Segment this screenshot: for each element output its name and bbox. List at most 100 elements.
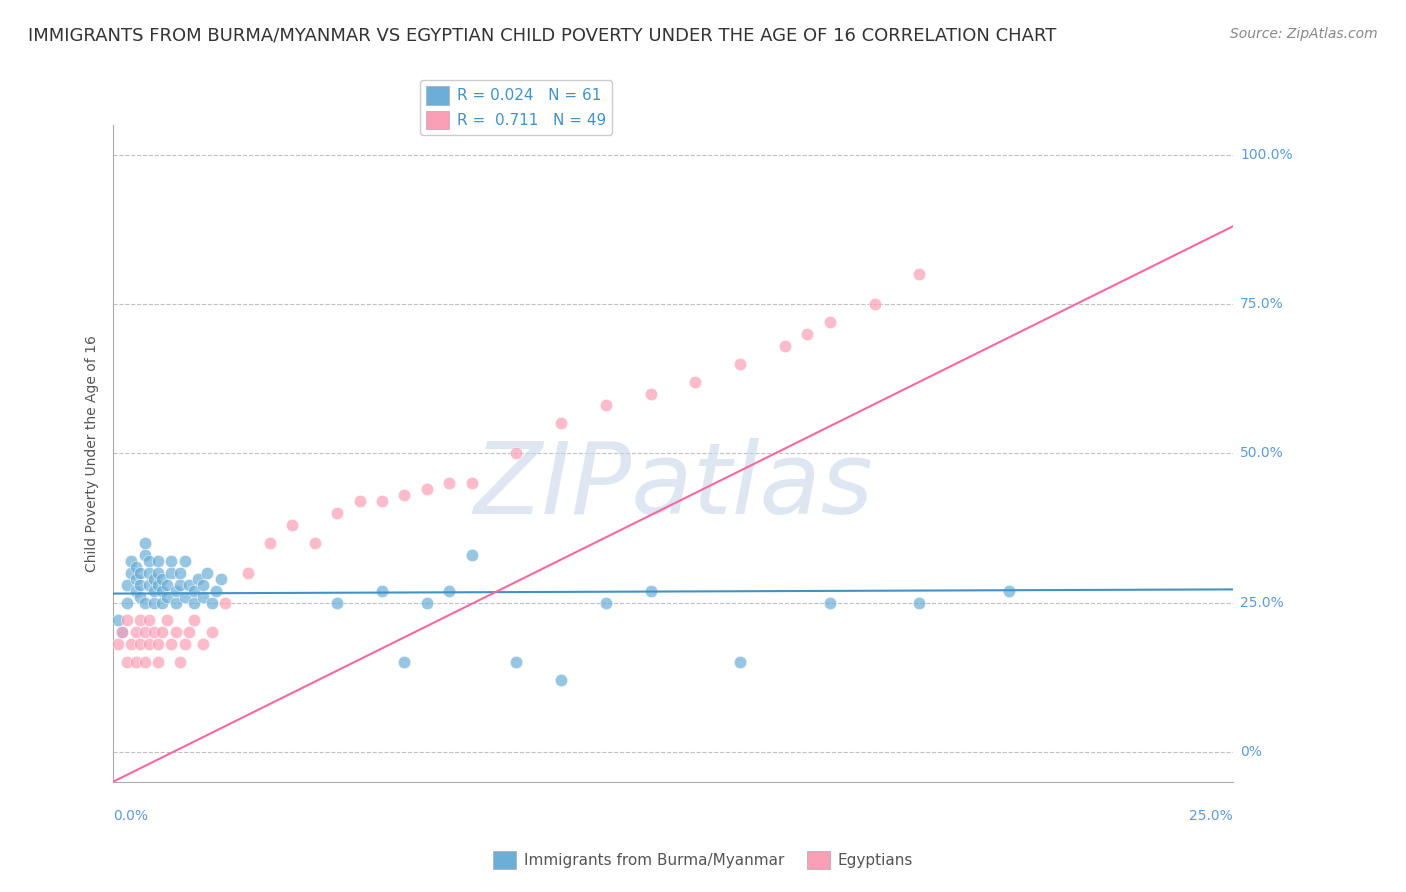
Point [115,614,138,628]
Point [169,566,191,580]
Point [160,637,183,651]
Point [460,476,482,491]
Point [179,625,201,640]
Text: 75.0%: 75.0% [1240,297,1284,311]
Point [214,595,236,609]
Text: 25.0%: 25.0% [1240,596,1284,609]
Point [146,577,169,591]
Point [134,548,156,562]
Point [595,399,617,413]
Point [595,595,617,609]
Y-axis label: Child Poverty Under the Age of 16: Child Poverty Under the Age of 16 [86,334,100,572]
Point [115,577,138,591]
Point [152,583,174,598]
Point [416,595,439,609]
Point [124,583,146,598]
Point [394,488,416,502]
Point [908,595,931,609]
Point [111,625,134,640]
Point [640,386,662,401]
Point [205,583,228,598]
Point [773,339,796,353]
Point [129,590,152,604]
Text: Source: ZipAtlas.com: Source: ZipAtlas.com [1230,27,1378,41]
Point [146,637,169,651]
Legend: R = 0.024   N = 61, R =  0.711   N = 49: R = 0.024 N = 61, R = 0.711 N = 49 [420,79,613,136]
Point [191,577,214,591]
Point [120,554,142,568]
Point [281,517,304,532]
Point [416,482,439,496]
Point [169,577,191,591]
Point [863,297,886,311]
Point [685,375,707,389]
Point [394,655,416,669]
Point [191,637,214,651]
Point [998,583,1021,598]
Point [115,595,138,609]
Point [195,566,218,580]
Point [138,554,160,568]
Point [124,625,146,640]
Point [640,583,662,598]
Point [183,614,205,628]
Point [134,625,156,640]
Point [129,566,152,580]
Point [187,572,209,586]
Point [179,577,201,591]
Point [730,655,752,669]
Text: 0.0%: 0.0% [114,809,148,823]
Point [156,577,179,591]
Point [236,566,259,580]
Point [134,595,156,609]
Legend: Immigrants from Burma/Myanmar, Egyptians: Immigrants from Burma/Myanmar, Egyptians [486,845,920,875]
Point [371,583,394,598]
Point [142,583,165,598]
Point [138,637,160,651]
Point [142,572,165,586]
Point [152,625,174,640]
Text: ZIPatlas: ZIPatlas [474,438,873,534]
Point [129,637,152,651]
Point [138,577,160,591]
Point [730,357,752,371]
Point [152,595,174,609]
Point [550,673,572,688]
Point [818,595,841,609]
Point [201,625,224,640]
Point [138,566,160,580]
Point [349,494,371,508]
Point [165,625,187,640]
Point [201,595,224,609]
Point [142,625,165,640]
Text: 100.0%: 100.0% [1240,147,1292,161]
Text: 25.0%: 25.0% [1189,809,1233,823]
Point [209,572,232,586]
Point [796,326,818,341]
Point [191,590,214,604]
Point [165,595,187,609]
Point [173,554,195,568]
Point [115,655,138,669]
Point [160,554,183,568]
Point [124,572,146,586]
Point [129,577,152,591]
Point [505,655,527,669]
Point [173,637,195,651]
Point [371,494,394,508]
Point [111,625,134,640]
Text: 50.0%: 50.0% [1240,446,1284,460]
Point [138,614,160,628]
Point [550,417,572,431]
Point [304,536,326,550]
Point [120,637,142,651]
Point [169,655,191,669]
Point [460,548,482,562]
Point [107,637,129,651]
Text: IMMIGRANTS FROM BURMA/MYANMAR VS EGYPTIAN CHILD POVERTY UNDER THE AGE OF 16 CORR: IMMIGRANTS FROM BURMA/MYANMAR VS EGYPTIA… [28,27,1056,45]
Point [326,595,349,609]
Point [146,566,169,580]
Point [142,595,165,609]
Point [156,590,179,604]
Point [134,536,156,550]
